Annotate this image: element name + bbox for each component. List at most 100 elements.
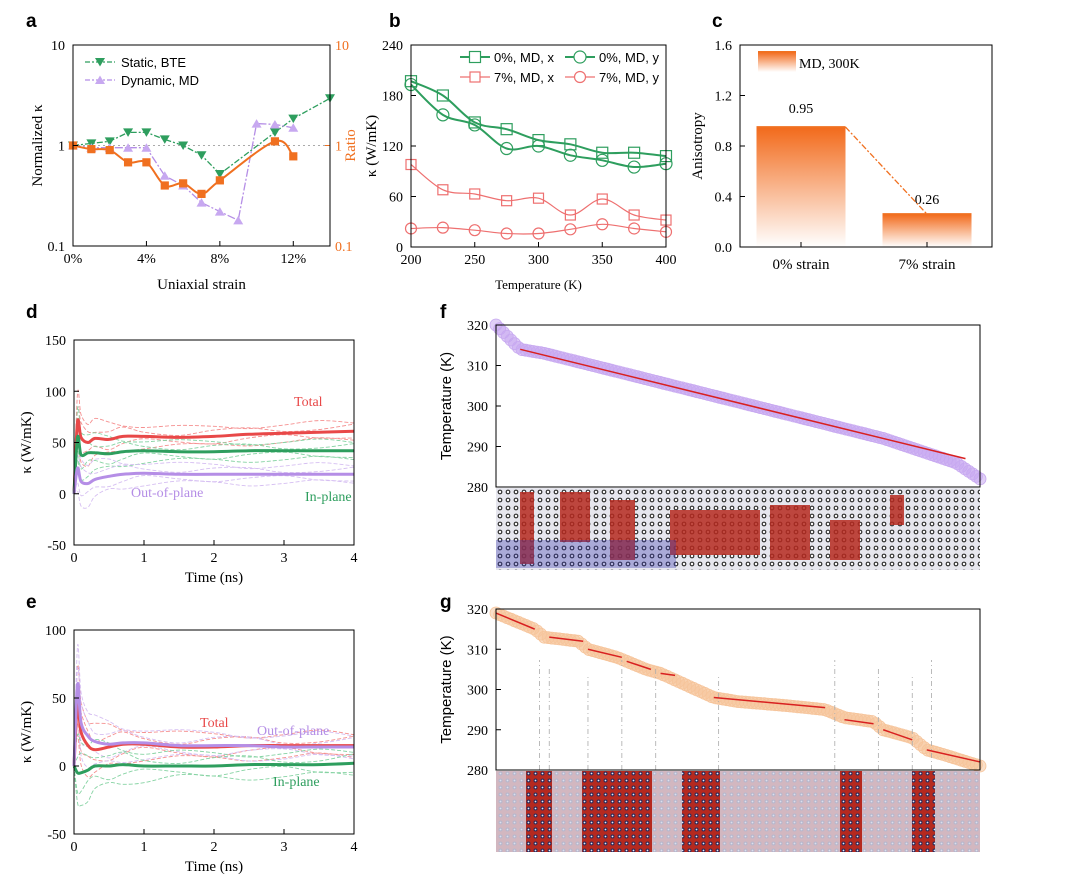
panel-g: g 280 290 300 310 320 Temperature (K) [438,592,987,852]
x-tick-b-3-label: 350 [592,253,613,268]
fit-segment-7 [882,729,913,741]
data-point-b-2 [532,192,545,204]
panel-a-frame [72,44,331,247]
x-tick-e-3-label: 3 [281,840,288,855]
y-tick-b-0-label: 0 [396,241,403,256]
structure-domain-f-3 [670,510,760,555]
y-axis-label-b: κ (W/mK) [364,115,380,177]
data-point-b-1 [500,141,514,156]
x-tick-b-1-label: 250 [464,253,485,268]
legend-marker-dynamic-md [95,75,105,84]
x-tick-d-1-label: 1 [141,551,148,566]
annotation-d-0: Total [294,395,323,410]
legend-marker-b-3 [573,70,587,84]
structure-region-g-0 [496,771,526,852]
annotation-d-1: Out-of-plane [131,486,203,501]
data-point-ratio [270,137,280,146]
panel-b-letter: b [389,11,401,32]
y2-tick-a-1-label: 1 [335,140,342,155]
data-point-dynamic-md [269,119,280,129]
panel-b-frame [410,44,667,248]
data-point-dynamic-md [159,171,170,180]
data-point-static-bte [141,128,152,137]
replica-line-d-1-2 [73,423,355,494]
y-axis-label-e: κ (W/mK) [19,701,35,763]
fit-segment-2 [587,648,623,659]
panel-e: e -50 0 50 100 0 1 2 3 4 Time (ns) κ (W/mK) Total Out… [19,592,358,875]
y-tick-b-2-label: 120 [382,140,403,155]
data-point-b-2 [437,184,449,196]
data-point-ratio [87,145,96,154]
replica-line-d-2-0 [73,479,355,509]
fit-segment-1 [549,636,584,642]
y-tick-g-4-label: 320 [467,603,488,618]
data-point-ratio [123,158,133,167]
data-point-dynamic-md [214,207,225,216]
data-point-ratio [179,179,188,188]
x-tick-a-2-label: 8% [211,252,230,267]
replica-line-d-0-3 [73,389,355,494]
x-tick-e-0-label: 0 [71,840,78,855]
y-tick-a-1-label: 1 [58,140,65,155]
y-tick-f-3-label: 310 [467,360,488,375]
legend-label-b-2: 7%, MD, x [494,70,554,85]
panel-b: b 0 60 120 180 240 200 250 300 350 400 Temperature … [364,11,677,292]
annotation-e-1: Out-of-plane [257,724,329,739]
structure-region-g-3 [720,771,840,852]
data-point-b-2 [596,193,608,205]
annotation-d-2: In-plane [305,490,352,505]
data-point-b-3 [596,218,609,231]
data-point-static-bte [159,135,170,144]
replica-line-d-0-2 [73,406,355,494]
legend-label-b-3: 7%, MD, y [599,70,659,85]
series-line-e-2 [72,761,355,775]
legend-marker-b-0 [468,50,482,64]
structure-domain-f-5 [830,520,860,560]
y-tick-e-3-label: 100 [45,624,66,639]
legend-marker-b-1 [573,50,587,64]
x-axis-label-d: Time (ns) [185,570,243,586]
x-tick-d-3-label: 3 [281,551,288,566]
replica-line-d-2-3 [73,437,355,494]
replica-line-e-2-3 [73,733,355,767]
data-point-dynamic-md [233,215,244,225]
structure-region-g-4 [862,771,912,852]
data-point-static-bte [104,137,115,146]
data-point-dynamic-md [251,119,262,128]
x-axis-label: Uniaxial strain [157,277,246,293]
x-tick-a-3-label: 12% [280,252,306,267]
data-point-static-bte [196,151,207,160]
structure-domain-f-2 [610,500,635,560]
data-point-b-1 [468,118,482,132]
replica-line-e-2-2 [73,751,355,767]
data-point-ratio [160,181,169,190]
y-tick-e-1-label: 0 [59,760,66,775]
data-point-b-3 [564,223,577,236]
panel-f-frame [495,324,981,488]
legend-marker-static-bte [95,58,105,67]
replica-line-d-0-1 [73,434,355,494]
y-tick-f-0-label: 280 [467,481,488,496]
y-tick-f-2-label: 300 [467,400,488,415]
x-tick-d-2-label: 2 [211,551,218,566]
series-line-d-2 [72,466,354,495]
data-point-ratio [142,158,151,167]
y-tick-g-2-label: 300 [467,684,488,699]
fit-segment-8 [926,749,981,763]
data-point-b-2 [501,195,513,207]
bar-0 [756,127,846,247]
structure-domain-f-6 [890,495,904,525]
legend-swatch-c [758,52,796,72]
panel-d-frame [73,339,355,546]
data-point-static-bte [214,170,225,179]
replica-line-e-1-2 [73,666,355,767]
series-line-b-1 [410,83,667,169]
legend-marker-b-2 [469,71,481,83]
data-point-b-3 [468,224,481,237]
data-point-dynamic-md [196,198,207,207]
panel-f: f 280 290 300 310 320 Temperature (K) [438,302,987,570]
fit-segment-0 [495,612,536,630]
x-tick-a-1-label: 4% [137,252,156,267]
data-point-b-3 [436,221,449,234]
data-point-b-2 [469,188,481,200]
